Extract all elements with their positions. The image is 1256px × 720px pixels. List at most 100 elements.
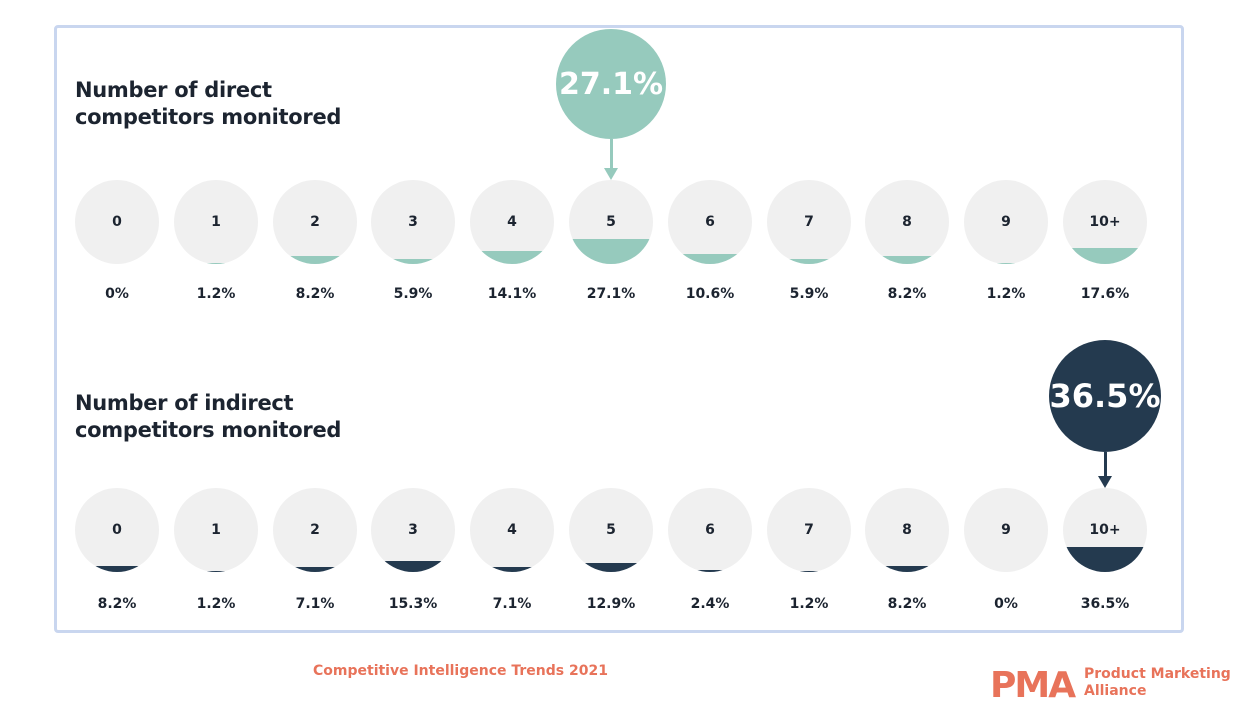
indirect-fill-4 [470,567,554,572]
direct-value-label-0: 0% [105,286,129,302]
direct-value-label-4: 14.1% [487,286,537,302]
direct-category-label-1: 1 [211,214,221,230]
indirect-fill-1 [174,571,258,572]
indirect-title-line2: competitors monitored [75,418,342,442]
indirect-category-label-2: 2 [310,522,320,538]
brand-name: Product Marketing Alliance [1084,666,1231,700]
indirect-value-label-1: 1.2% [196,596,236,612]
direct-value-label-10: 17.6% [1080,286,1130,302]
direct-value-label-2: 8.2% [295,286,335,302]
indirect-value-label-10: 36.5% [1080,596,1130,612]
direct-category-label-8: 8 [902,214,912,230]
direct-fill-2 [273,256,357,264]
indirect-category-label-9: 9 [1001,522,1011,538]
indirect-highlight-callout: 36.5% [1049,340,1161,452]
indirect-value-label-2: 7.1% [295,596,335,612]
pma-logo-icon: PMA [990,665,1078,701]
indirect-callout-arrow-line [1103,452,1107,476]
direct-fill-9 [964,262,1048,264]
direct-value-label-3: 5.9% [393,286,433,302]
direct-circle-4: 4 [470,180,554,264]
indirect-circle-7: 7 [767,488,851,572]
indirect-circle-0: 0 [75,488,159,572]
direct-callout-arrow-head [604,168,618,180]
direct-fill-1 [174,262,258,264]
report-title: Competitive Intelligence Trends 2021 [313,663,608,679]
direct-value-label-6: 10.6% [685,286,735,302]
indirect-value-label-7: 1.2% [789,596,829,612]
indirect-category-label-4: 4 [507,522,517,538]
direct-fill-3 [371,258,455,264]
indirect-title-line1: Number of indirect [75,391,294,415]
indirect-fill-3 [371,561,455,572]
direct-circle-3: 3 [371,180,455,264]
indirect-fill-8 [865,566,949,572]
indirect-category-label-3: 3 [408,522,418,538]
direct-value-label-1: 1.2% [196,286,236,302]
direct-circle-10: 10+ [1063,180,1147,264]
indirect-value-label-3: 15.3% [388,596,438,612]
direct-category-label-7: 7 [804,214,814,230]
indirect-circle-6: 6 [668,488,752,572]
direct-category-label-6: 6 [705,214,715,230]
indirect-category-label-10: 10+ [1089,522,1121,538]
indirect-callout-arrow-head [1098,476,1112,488]
direct-circle-9: 9 [964,180,1048,264]
indirect-circle-4: 4 [470,488,554,572]
indirect-fill-5 [569,563,653,572]
indirect-value-label-4: 7.1% [492,596,532,612]
indirect-value-label-8: 8.2% [887,596,927,612]
direct-fill-4 [470,250,554,264]
indirect-category-label-6: 6 [705,522,715,538]
indirect-circle-2: 2 [273,488,357,572]
direct-value-label-9: 1.2% [986,286,1026,302]
direct-category-label-0: 0 [112,214,122,230]
direct-callout-arrow-line [609,139,613,168]
direct-circle-5: 5 [569,180,653,264]
direct-fill-6 [668,254,752,264]
indirect-category-label-7: 7 [804,522,814,538]
indirect-value-label-5: 12.9% [586,596,636,612]
direct-category-label-4: 4 [507,214,517,230]
indirect-fill-7 [767,571,851,572]
direct-circle-6: 6 [668,180,752,264]
direct-category-label-3: 3 [408,214,418,230]
direct-circle-0: 0 [75,180,159,264]
direct-fill-5 [569,238,653,264]
direct-fill-7 [767,258,851,264]
indirect-value-label-6: 2.4% [690,596,730,612]
indirect-circle-10: 10+ [1063,488,1147,572]
indirect-category-label-1: 1 [211,522,221,538]
logo-mark-text: PMA [990,665,1076,701]
indirect-circle-8: 8 [865,488,949,572]
direct-title-line1: Number of direct [75,78,272,102]
direct-title-line2: competitors monitored [75,105,342,129]
chart-frame [54,25,1184,633]
indirect-chart-title: Number of indirect competitors monitored [75,390,341,444]
direct-circle-2: 2 [273,180,357,264]
indirect-value-label-0: 8.2% [97,596,137,612]
direct-circle-1: 1 [174,180,258,264]
direct-category-label-2: 2 [310,214,320,230]
direct-circle-8: 8 [865,180,949,264]
indirect-circle-1: 1 [174,488,258,572]
direct-category-label-10: 10+ [1089,214,1121,230]
indirect-fill-10 [1063,546,1147,572]
indirect-category-label-0: 0 [112,522,122,538]
direct-value-label-7: 5.9% [789,286,829,302]
direct-highlight-callout: 27.1% [556,29,666,139]
indirect-fill-0 [75,566,159,572]
indirect-category-label-8: 8 [902,522,912,538]
direct-value-label-8: 8.2% [887,286,927,302]
indirect-circle-5: 5 [569,488,653,572]
direct-value-label-5: 27.1% [586,286,636,302]
indirect-category-label-5: 5 [606,522,616,538]
direct-circle-7: 7 [767,180,851,264]
indirect-fill-6 [668,570,752,572]
indirect-circle-3: 3 [371,488,455,572]
indirect-circle-9: 9 [964,488,1048,572]
direct-category-label-5: 5 [606,214,616,230]
direct-category-label-9: 9 [1001,214,1011,230]
direct-fill-10 [1063,247,1147,264]
indirect-value-label-9: 0% [994,596,1018,612]
